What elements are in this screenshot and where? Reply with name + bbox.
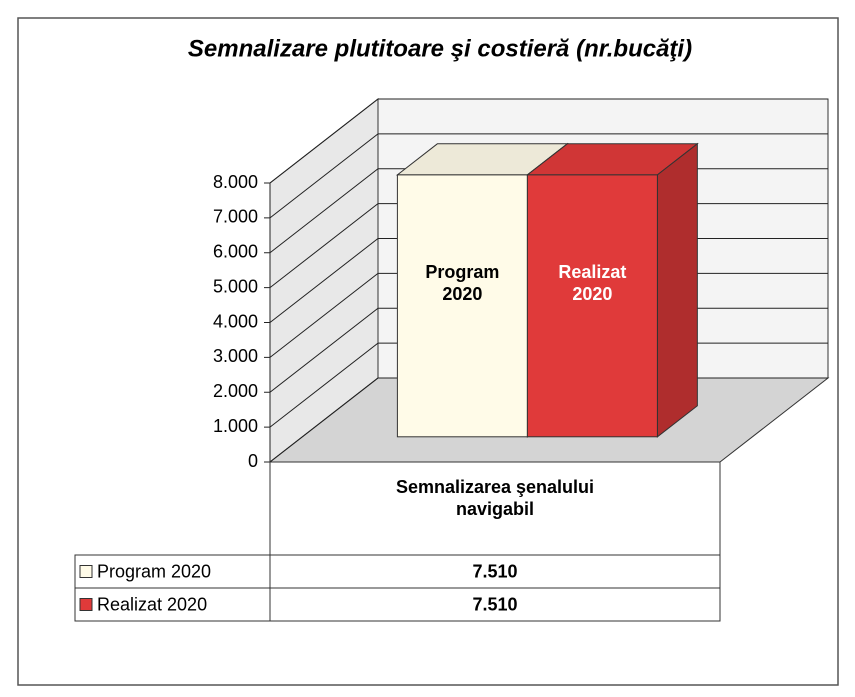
bar-side	[656, 142, 698, 438]
bar	[526, 174, 658, 438]
bar-label: Program 2020	[425, 261, 500, 304]
chart-title: Semnalizare plutitoare şi costieră (nr.b…	[188, 35, 692, 62]
y-tick-label: 8.000	[213, 172, 258, 192]
x-tick-label: Semnalizarea şenalului navigabil	[395, 477, 595, 519]
legend-label: Program 2020	[97, 561, 211, 581]
legend-label: Realizat 2020	[97, 594, 207, 614]
grid-line	[269, 98, 828, 184]
y-tick-label: 7.000	[213, 207, 258, 227]
table-category-cell	[269, 461, 721, 556]
bar-label: Realizat 2020	[558, 261, 627, 304]
table-row	[74, 587, 721, 622]
bar	[396, 174, 528, 438]
y-tick-label: 2.000	[213, 381, 258, 401]
legend-key	[79, 598, 93, 611]
table-value: 7.510	[472, 594, 517, 614]
y-tick-label: 4.000	[213, 311, 258, 331]
y-tick-label: 5.000	[213, 276, 258, 296]
y-tick-label: 1.000	[213, 416, 258, 436]
legend-key	[79, 565, 93, 578]
y-tick-label: 3.000	[213, 346, 258, 366]
grid-line	[269, 133, 828, 219]
y-tick-label: 0	[248, 451, 258, 471]
table-value: 7.510	[472, 561, 517, 581]
table-row	[74, 554, 721, 589]
y-tick-label: 6.000	[213, 242, 258, 262]
